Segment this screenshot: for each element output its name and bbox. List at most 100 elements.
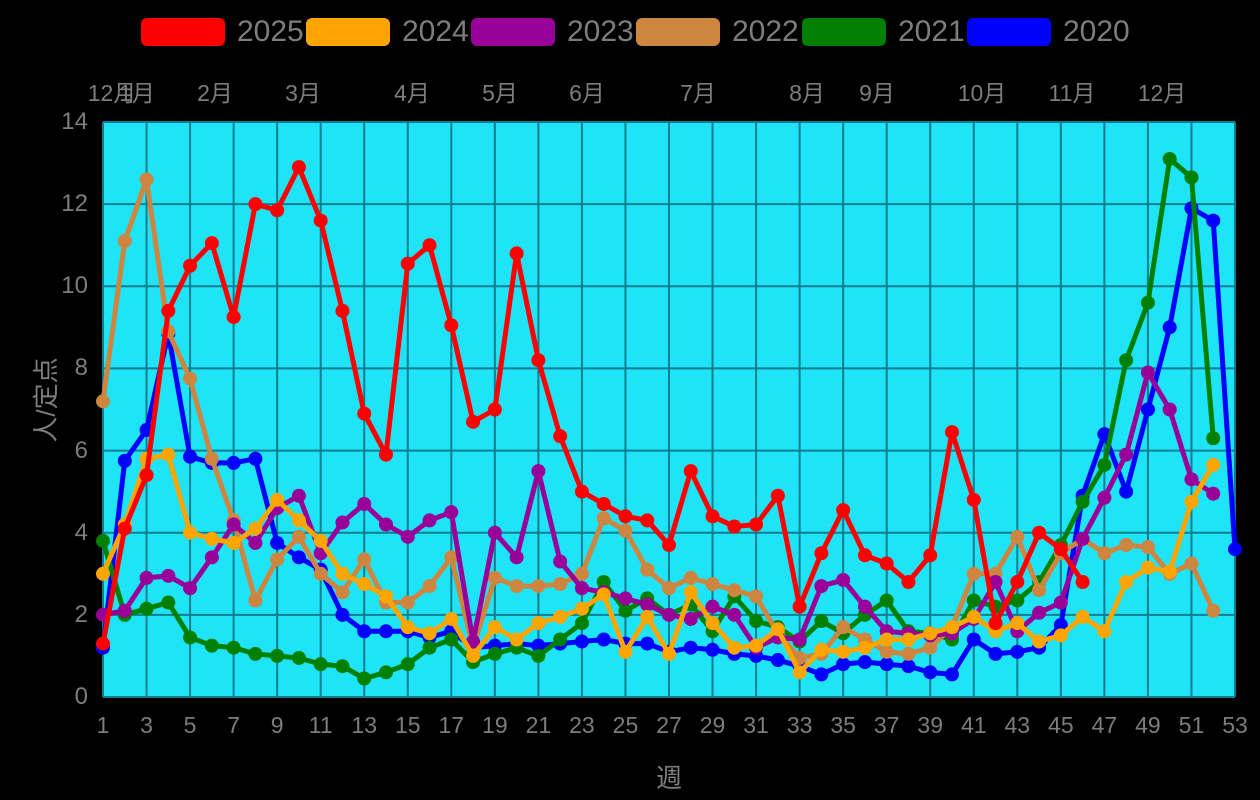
month-label-6-6月: 6月 (569, 80, 605, 106)
point-2021-w47 (1097, 457, 1112, 472)
point-2020-w41 (966, 632, 981, 647)
point-2021-w22 (553, 632, 568, 647)
point-2022-w17 (444, 550, 459, 565)
point-2022-w49 (1140, 540, 1155, 555)
point-2024-w40 (945, 620, 959, 635)
month-label-12-12月: 12月 (1137, 80, 1187, 106)
x-tick-23: 23 (569, 712, 595, 738)
point-2024-w38 (901, 632, 916, 647)
x-tick-33: 33 (786, 712, 813, 738)
month-label-2-2月: 2月 (197, 80, 233, 106)
point-2024-w46 (1075, 609, 1090, 624)
x-tick-19: 19 (482, 712, 508, 738)
point-2024-w27 (662, 646, 676, 661)
legend-swatch-2025 (141, 18, 225, 46)
legend-swatch-2023 (471, 18, 555, 46)
point-2025-w15 (400, 256, 415, 271)
point-2024-w51 (1184, 494, 1199, 509)
point-2025-w24 (596, 496, 611, 511)
point-2025-w36 (857, 548, 872, 563)
x-tick-49: 49 (1135, 712, 1161, 738)
point-2024-w15 (400, 620, 415, 635)
point-2021-w23 (574, 616, 589, 631)
point-2020-w7 (226, 455, 241, 470)
y-tick-10: 10 (61, 272, 88, 300)
point-2021-w41 (966, 593, 981, 608)
x-tick-25: 25 (612, 712, 639, 738)
month-label-7-7月: 7月 (680, 80, 716, 106)
point-2022-w52 (1206, 603, 1221, 618)
point-2025-w46 (1075, 575, 1090, 589)
point-2021-w49 (1140, 295, 1155, 310)
point-2022-w9 (270, 552, 285, 567)
point-2022-w22 (553, 577, 568, 592)
point-2025-w9 (270, 203, 285, 218)
point-2024-w7 (226, 535, 241, 550)
point-2022-w25 (618, 523, 633, 538)
x-tick-9: 9 (270, 712, 284, 738)
x-tick-43: 43 (1004, 712, 1031, 738)
x-tick-39: 39 (917, 712, 944, 738)
point-2025-w32 (770, 488, 785, 503)
point-2021-w9 (270, 648, 285, 663)
point-2023-w3 (139, 570, 154, 585)
point-2025-w25 (618, 509, 633, 524)
point-2022-w12 (335, 585, 350, 600)
series-2023 (96, 365, 1221, 655)
point-2020-w32 (770, 653, 785, 668)
point-2020-w35 (836, 657, 851, 672)
point-2023-w26 (640, 597, 655, 612)
legend-swatch-2024 (306, 18, 390, 46)
point-2022-w48 (1119, 538, 1134, 553)
point-2021-w31 (749, 614, 764, 629)
point-2025-w40 (945, 425, 959, 440)
point-2023-w20 (509, 550, 524, 565)
point-2021-w19 (487, 646, 502, 661)
point-2022-w41 (966, 566, 981, 581)
point-2023-w8 (248, 535, 263, 550)
point-2021-w4 (161, 595, 176, 610)
point-2020-w43 (1010, 644, 1025, 659)
point-2025-w31 (749, 517, 764, 532)
point-2024-w50 (1162, 564, 1177, 579)
point-2021-w17 (444, 632, 459, 647)
point-2020-w14 (379, 624, 393, 639)
point-2025-w19 (487, 402, 502, 417)
month-label-10-10月: 10月 (957, 80, 1007, 106)
point-2024-w37 (879, 632, 894, 647)
point-2021-w6 (204, 638, 219, 653)
point-2021-w10 (291, 650, 306, 665)
point-2023-w23 (574, 581, 589, 596)
x-tick-11: 11 (308, 712, 333, 738)
legend-label-2023: 2023 (567, 15, 634, 48)
x-tick-37: 37 (873, 712, 900, 738)
point-2020-w29 (705, 642, 720, 657)
point-2023-w13 (357, 496, 372, 511)
month-label-9-9月: 9月 (859, 80, 895, 106)
gridlines (102, 121, 1236, 698)
point-2020-w50 (1162, 320, 1177, 335)
point-2024-w41 (966, 609, 981, 624)
point-2024-w44 (1032, 634, 1047, 649)
x-tick-45: 45 (1048, 712, 1074, 738)
point-2023-w29 (705, 599, 720, 614)
point-2025-w28 (683, 464, 698, 479)
point-2025-w27 (662, 538, 676, 553)
month-label-0-12月: 12月 (87, 80, 137, 106)
point-2021-w11 (313, 657, 328, 672)
point-2020-w21 (531, 638, 546, 653)
point-2021-w14 (379, 665, 393, 680)
point-2020-w12 (335, 607, 350, 622)
point-2022-w8 (248, 593, 263, 608)
point-2020-w42 (988, 646, 1003, 661)
point-2025-w30 (727, 519, 742, 534)
y-tick-6: 6 (74, 436, 88, 464)
point-2024-w36 (857, 640, 872, 655)
point-2021-w50 (1162, 151, 1177, 166)
point-2022-w27 (662, 581, 676, 596)
point-2024-w32 (770, 622, 785, 637)
point-2021-w21 (531, 648, 546, 663)
point-2023-w14 (379, 517, 393, 532)
point-2023-w48 (1119, 447, 1134, 462)
point-2022-w6 (204, 451, 219, 466)
